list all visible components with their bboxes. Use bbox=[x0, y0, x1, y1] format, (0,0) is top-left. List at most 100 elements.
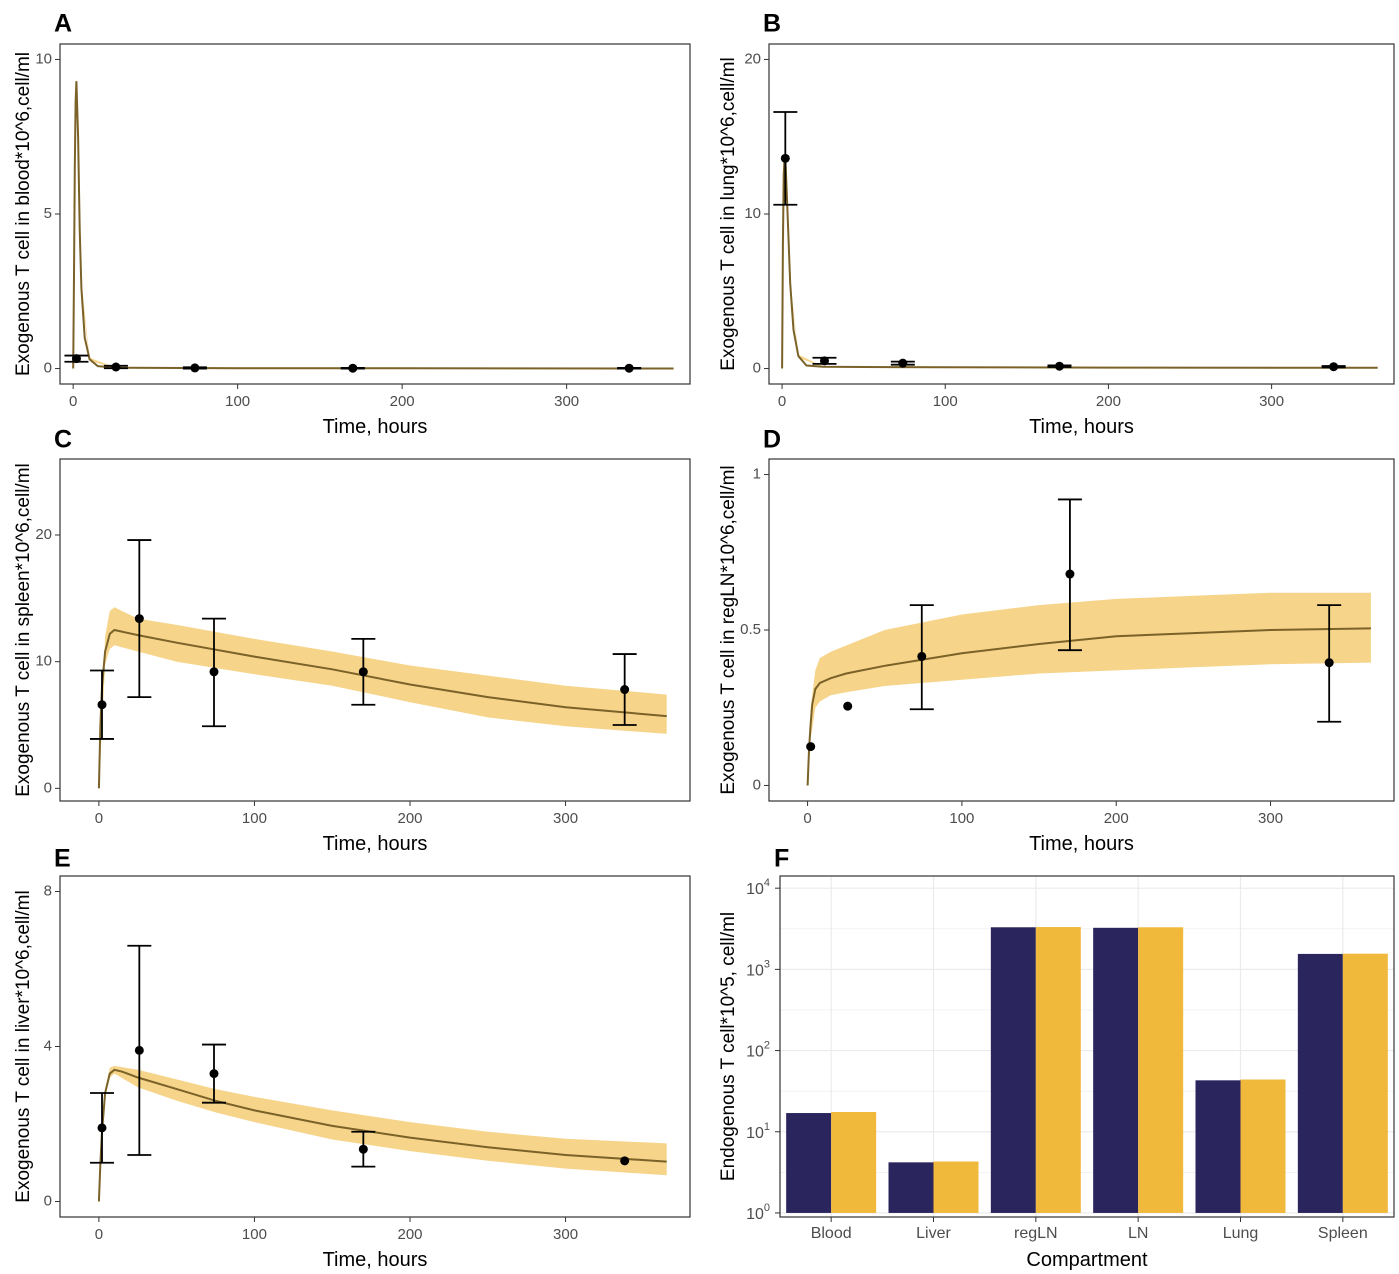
y-axis-title: Exogenous T cell in liver*10^6,cell/ml bbox=[13, 890, 34, 1202]
data-point bbox=[806, 742, 816, 752]
panel-frame bbox=[779, 875, 1395, 1218]
bar-spleen-navy bbox=[1297, 953, 1343, 1213]
y-axis-title: Endogenous T cell*10^5, cell/ml bbox=[718, 912, 739, 1181]
data-point bbox=[898, 358, 908, 368]
data-point bbox=[1329, 362, 1339, 372]
bar-regln-gold bbox=[1035, 927, 1081, 1213]
panel-frame bbox=[59, 43, 691, 385]
data-point bbox=[917, 651, 927, 661]
x-tick-label: Liver bbox=[916, 1225, 951, 1242]
panel-d: D 0 100 200 300 0 0.5 1 Time, hours Exogenous T c… bbox=[718, 426, 1395, 855]
x-tick-label: 0 bbox=[778, 393, 786, 410]
y-tick-label: 103 bbox=[746, 958, 770, 979]
x-tick-label: 0 bbox=[95, 810, 103, 827]
x-axis-title: Time, hours bbox=[323, 416, 428, 438]
x-tick-label: 100 bbox=[933, 393, 958, 410]
panel-e: E 0 100 200 300 0 4 8 Time, hours Exogenous T cel… bbox=[13, 845, 691, 1271]
bar-ln-navy bbox=[1093, 927, 1139, 1213]
panel-label: F bbox=[774, 845, 789, 873]
y-axis-title: Exogenous T cell in lung*10^6,cell/ml bbox=[718, 57, 739, 370]
y-tick-label: 20 bbox=[35, 526, 52, 543]
data-point bbox=[209, 1069, 219, 1079]
y-tick-label: 0 bbox=[753, 776, 761, 793]
bar-blood-gold bbox=[831, 1112, 877, 1213]
y-tick-label: 101 bbox=[746, 1121, 770, 1142]
confidence-band bbox=[98, 607, 667, 789]
y-tick-label: 20 bbox=[744, 50, 761, 67]
x-tick-label: 300 bbox=[1258, 810, 1283, 827]
panel-frame bbox=[59, 458, 691, 802]
bar-ln-gold bbox=[1138, 927, 1184, 1213]
median-curve bbox=[806, 627, 1371, 786]
data-point bbox=[97, 1123, 107, 1133]
y-tick-label: 104 bbox=[746, 877, 770, 898]
confidence-band bbox=[782, 153, 1378, 369]
x-tick-label: 300 bbox=[553, 1226, 578, 1243]
panel-f: F Blood Liver regLN LN Lung Spleen 100 101 102 103… bbox=[718, 845, 1395, 1271]
x-tick-label: 200 bbox=[1104, 810, 1129, 827]
panel-c: C 0 100 200 300 0 10 20 Time, hours Exogenous T c… bbox=[13, 426, 691, 855]
x-axis-title: Time, hours bbox=[323, 1249, 428, 1271]
y-tick-label: 10 bbox=[35, 50, 52, 67]
bar-blood-navy bbox=[786, 1113, 832, 1213]
data-point bbox=[209, 667, 219, 677]
median-curve bbox=[72, 81, 674, 370]
x-tick-label: regLN bbox=[1014, 1225, 1058, 1242]
confidence-band bbox=[807, 592, 1371, 786]
y-tick-label: 8 bbox=[44, 882, 52, 899]
data-point bbox=[1324, 658, 1334, 668]
bar-lung-navy bbox=[1195, 1080, 1241, 1213]
x-tick-label: 100 bbox=[225, 393, 250, 410]
y-tick-label: 0 bbox=[753, 360, 761, 377]
bar-lung-gold bbox=[1240, 1079, 1286, 1213]
x-tick-label: 100 bbox=[242, 1226, 267, 1243]
x-tick-label: 0 bbox=[803, 810, 811, 827]
x-tick-label: Spleen bbox=[1318, 1225, 1368, 1242]
panel-b: B 0 100 200 300 0 10 20 Time, hours Exogenous T c… bbox=[718, 10, 1395, 438]
panel-frame bbox=[768, 43, 1395, 385]
panel-label: A bbox=[54, 10, 72, 38]
x-axis-title: Time, hours bbox=[323, 833, 428, 855]
panel-label: E bbox=[54, 845, 71, 873]
bar-liver-gold bbox=[933, 1161, 979, 1213]
bar-liver-navy bbox=[888, 1162, 934, 1213]
x-tick-label: 200 bbox=[397, 810, 422, 827]
x-tick-label: 200 bbox=[390, 393, 415, 410]
data-point bbox=[780, 153, 790, 163]
y-tick-label: 100 bbox=[746, 1202, 770, 1223]
x-axis-title: Time, hours bbox=[1029, 833, 1134, 855]
data-point bbox=[620, 1156, 630, 1166]
y-axis-title: Exogenous T cell in blood*10^6,cell/ml bbox=[13, 52, 34, 376]
x-tick-label: 200 bbox=[1096, 393, 1121, 410]
data-point bbox=[134, 1045, 144, 1055]
data-point bbox=[358, 1144, 368, 1154]
y-tick-label: 4 bbox=[44, 1037, 52, 1054]
y-tick-label: 1 bbox=[753, 466, 761, 483]
x-axis-title: Time, hours bbox=[1029, 416, 1134, 438]
y-tick-label: 0.5 bbox=[740, 621, 761, 638]
data-point bbox=[134, 614, 144, 624]
x-tick-label: 100 bbox=[949, 810, 974, 827]
x-tick-label: 0 bbox=[95, 1226, 103, 1243]
x-tick-label: 300 bbox=[1259, 393, 1284, 410]
panel-label: C bbox=[54, 426, 72, 454]
x-tick-label: Lung bbox=[1223, 1225, 1259, 1242]
y-tick-label: 0 bbox=[44, 1192, 52, 1209]
y-tick-label: 0 bbox=[44, 779, 52, 796]
panel-a: A 0 100 200 300 0 5 10 Time, hours Exogenous T ce… bbox=[13, 10, 691, 438]
data-point bbox=[97, 700, 107, 710]
data-point bbox=[620, 685, 630, 695]
median-curve bbox=[97, 1068, 667, 1202]
data-point bbox=[1054, 361, 1064, 371]
y-axis-title: Exogenous T cell in regLN*10^6,cell/ml bbox=[718, 465, 739, 794]
y-axis-title: Exogenous T cell in spleen*10^6,cell/ml bbox=[13, 463, 34, 797]
y-tick-label: 10 bbox=[35, 653, 52, 670]
data-point bbox=[819, 356, 829, 366]
y-tick-label: 102 bbox=[746, 1040, 770, 1061]
y-tick-label: 0 bbox=[44, 360, 52, 377]
x-tick-label: 300 bbox=[553, 810, 578, 827]
y-tick-label: 5 bbox=[44, 205, 52, 222]
data-point bbox=[111, 362, 121, 372]
x-tick-label: 100 bbox=[242, 810, 267, 827]
